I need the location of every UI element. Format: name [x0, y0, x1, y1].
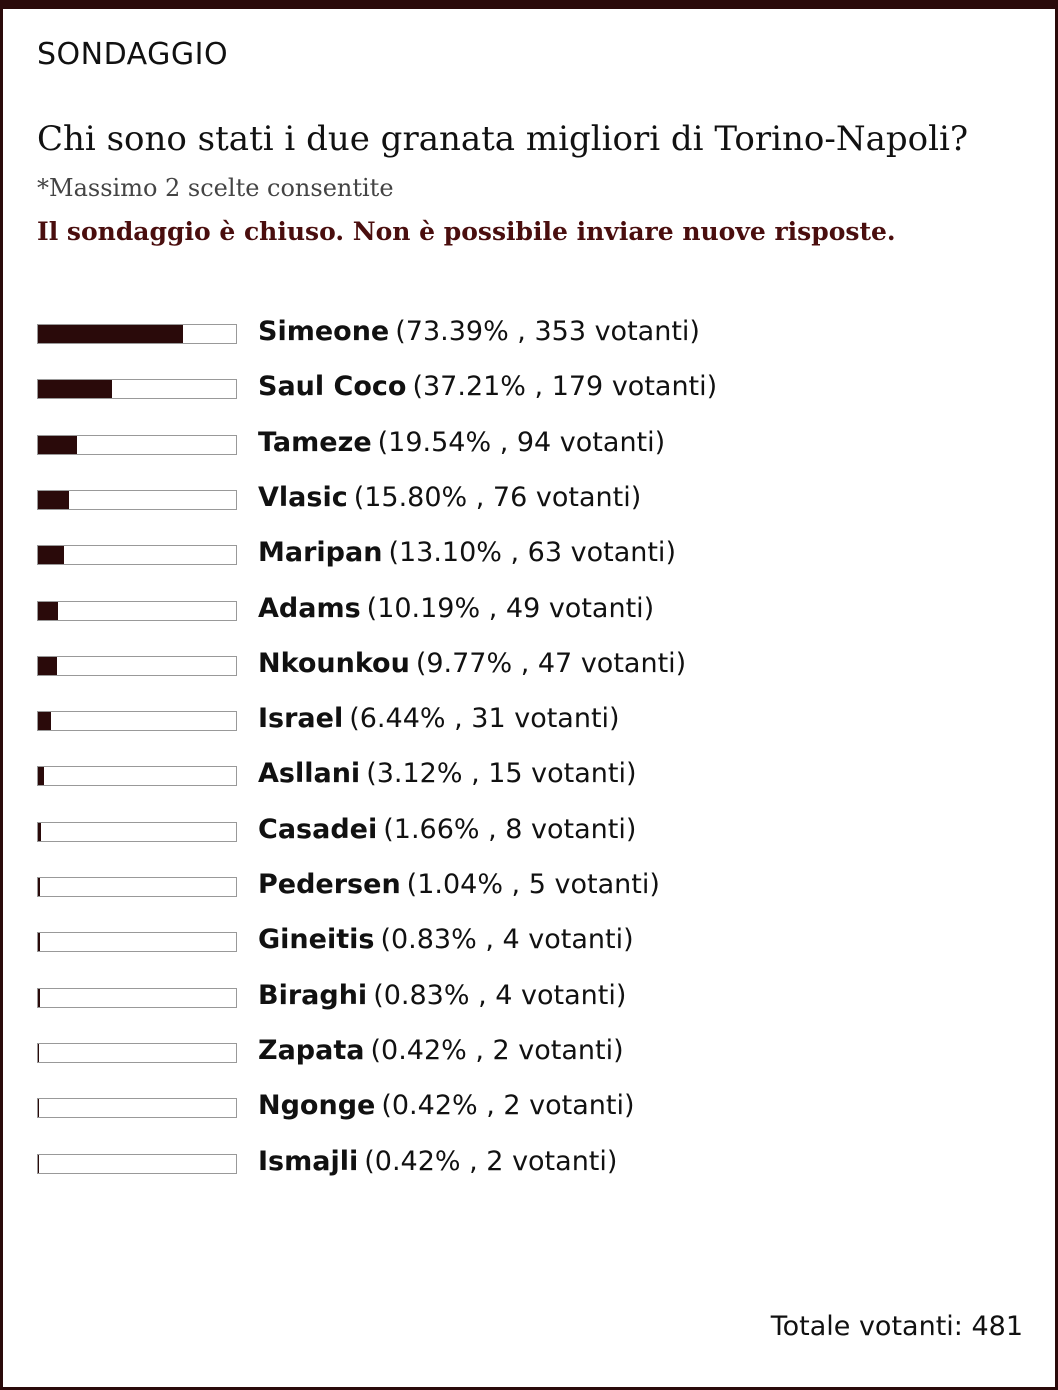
option-label: Casadei (1.66% , 8 votanti) [258, 814, 636, 845]
bar-fill [38, 325, 184, 343]
poll-label: SONDAGGIO [37, 37, 229, 72]
option-label: Maripan (13.10% , 63 votanti) [258, 537, 676, 568]
bar-track [37, 932, 237, 953]
option-detail: (0.42% , 2 votanti) [370, 1034, 624, 1066]
option-name: Ismajli [258, 1145, 359, 1177]
option-name: Ngonge [258, 1090, 376, 1122]
bar-fill [38, 435, 77, 454]
bar-fill [38, 712, 51, 731]
option-detail: (13.10% , 63 votanti) [388, 537, 676, 569]
bar-track [37, 489, 237, 510]
option-label: Israel (6.44% , 31 votanti) [258, 703, 620, 734]
bar-fill [38, 988, 40, 1007]
option-detail: (1.04% , 5 votanti) [406, 869, 660, 900]
bar-fill [38, 767, 45, 786]
bar-track [37, 324, 237, 344]
option-label: Zapata (0.42% , 2 votanti) [258, 1035, 624, 1066]
total-votes: Totale votanti: 481 [770, 1311, 1023, 1342]
bar-fill [38, 601, 59, 620]
option-name: Vlasic [258, 481, 348, 513]
option-label: Ismajli (0.42% , 2 votanti) [258, 1146, 617, 1177]
bar-fill [38, 490, 70, 509]
option-detail: (1.66% , 8 votanti) [383, 813, 637, 845]
option-name: Casadei [258, 813, 378, 845]
bar-fill [38, 1154, 39, 1173]
option-detail: (9.77% , 47 votanti) [415, 647, 687, 679]
bar-track [37, 1153, 237, 1174]
bar-track [37, 711, 237, 732]
option-name: Nkounkou [258, 647, 410, 679]
poll-question: Chi sono stati i due granata migliori di… [37, 119, 969, 159]
bar-track [37, 821, 237, 842]
bar-track [37, 379, 237, 400]
bar-fill [38, 1099, 39, 1118]
bar-track [37, 655, 237, 676]
option-name: Adams [258, 592, 361, 624]
option-detail: (3.12% , 15 votanti) [366, 758, 637, 790]
bar-track [37, 434, 237, 455]
bar-fill [38, 933, 40, 952]
bar-fill [38, 656, 58, 675]
option-label: Gineitis (0.83% , 4 votanti) [258, 924, 634, 955]
option-name: Gineitis [258, 924, 375, 956]
poll-status: Il sondaggio è chiuso. Non è possibile i… [37, 217, 896, 246]
option-label: Nkounkou (9.77% , 47 votanti) [258, 648, 686, 679]
option-detail: (15.80% , 76 votanti) [353, 481, 642, 513]
option-detail: (0.83% , 4 votanti) [373, 979, 627, 1011]
bar-track [37, 600, 237, 621]
option-detail: (19.54% , 94 votanti) [377, 426, 666, 458]
option-detail: (37.21% , 179 votanti) [412, 371, 718, 403]
option-detail: (0.83% , 4 votanti) [380, 924, 634, 956]
bar-fill [38, 822, 42, 841]
bar-fill [38, 878, 41, 896]
option-detail: (10.19% , 49 votanti) [366, 592, 655, 624]
option-label: Adams (10.19% , 49 votanti) [258, 593, 654, 624]
option-label: Biraghi (0.83% , 4 votanti) [258, 980, 626, 1011]
option-name: Asllani [258, 758, 361, 790]
option-name: Saul Coco [258, 371, 407, 403]
option-label: Pedersen (1.04% , 5 votanti) [258, 869, 660, 900]
option-label: Tameze (19.54% , 94 votanti) [258, 427, 665, 458]
option-name: Simeone [258, 316, 390, 347]
bar-track [37, 1098, 237, 1119]
option-name: Maripan [258, 537, 383, 569]
bar-fill [38, 546, 64, 565]
option-name: Zapata [258, 1034, 365, 1066]
option-label: Vlasic (15.80% , 76 votanti) [258, 482, 641, 513]
option-label: Saul Coco (37.21% , 179 votanti) [258, 371, 717, 402]
option-name: Israel [258, 703, 344, 735]
bar-fill [38, 380, 112, 399]
option-label: Ngonge (0.42% , 2 votanti) [258, 1090, 635, 1121]
bar-track [37, 766, 237, 787]
option-name: Biraghi [258, 979, 368, 1011]
option-detail: (6.44% , 31 votanti) [349, 703, 620, 735]
bar-track [37, 987, 237, 1008]
option-detail: (0.42% , 2 votanti) [381, 1090, 635, 1122]
bar-track [37, 877, 237, 897]
option-name: Pedersen [258, 869, 401, 900]
bar-track [37, 1042, 237, 1063]
option-label: Asllani (3.12% , 15 votanti) [258, 758, 637, 789]
bar-track [37, 545, 237, 566]
option-name: Tameze [258, 426, 372, 458]
option-label: Simeone (73.39% , 353 votanti) [258, 316, 700, 347]
poll-note: *Massimo 2 scelte consentite [37, 174, 394, 202]
option-detail: (0.42% , 2 votanti) [364, 1145, 618, 1177]
option-detail: (73.39% , 353 votanti) [395, 316, 700, 347]
bar-fill [38, 1043, 39, 1062]
